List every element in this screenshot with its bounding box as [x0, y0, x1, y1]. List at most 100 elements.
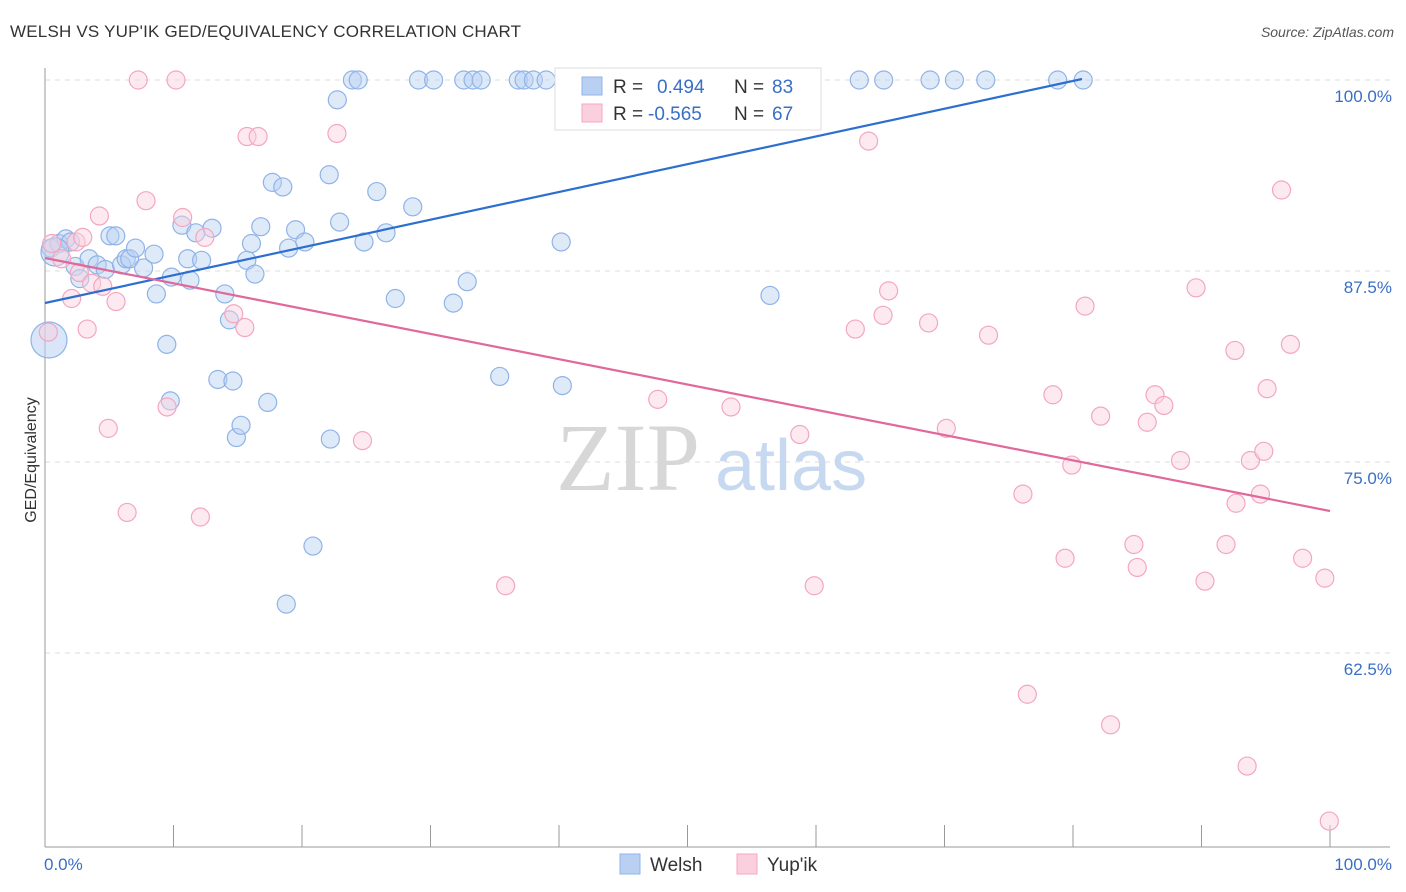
series-welsh	[30, 70, 1093, 614]
data-point	[845, 319, 865, 339]
data-point	[120, 249, 140, 269]
data-point	[536, 70, 556, 90]
data-point	[354, 232, 374, 252]
data-point	[52, 249, 72, 269]
data-point	[319, 165, 339, 185]
stats-legend-r-label-1: R =	[613, 77, 643, 98]
stats-legend-n-value-1: 83	[772, 77, 793, 98]
data-point	[195, 227, 215, 247]
data-point	[508, 70, 528, 90]
data-point	[1280, 334, 1301, 354]
data-point	[258, 392, 278, 413]
stats-legend-swatch-yupik	[581, 103, 603, 123]
data-point	[874, 70, 894, 90]
data-point	[878, 281, 899, 301]
data-point	[231, 415, 251, 435]
data-point	[245, 264, 265, 284]
data-point-large	[30, 321, 68, 359]
data-point	[327, 90, 347, 110]
data-point	[1254, 441, 1274, 461]
data-point	[235, 317, 255, 338]
bottom-legend-label-welsh: Welsh	[650, 855, 702, 876]
data-point	[192, 250, 212, 270]
data-point	[804, 576, 824, 596]
data-point	[385, 288, 405, 309]
data-point	[1319, 811, 1339, 831]
y-axis-label: GED/Equivalency	[23, 397, 40, 522]
data-point	[457, 272, 477, 292]
data-point	[1091, 406, 1111, 426]
data-point	[157, 334, 177, 354]
data-point	[276, 594, 296, 614]
data-point	[69, 262, 90, 283]
bottom-legend-swatch-yupik	[736, 853, 758, 875]
data-point	[352, 431, 373, 451]
data-point	[1137, 412, 1157, 432]
data-point	[463, 70, 483, 90]
data-point	[1043, 385, 1063, 405]
data-point	[760, 285, 780, 306]
bottom-legend: Welsh Yup'ik	[619, 853, 818, 876]
data-point	[100, 226, 120, 246]
data-point	[342, 70, 362, 90]
data-point	[1240, 450, 1261, 471]
data-point	[551, 232, 571, 252]
data-point	[1154, 395, 1174, 416]
stats-legend-r-value-2: -0.565	[648, 104, 702, 125]
data-point	[146, 284, 166, 304]
data-point	[403, 197, 423, 217]
data-point	[144, 244, 164, 264]
data-point	[106, 291, 126, 312]
data-point	[873, 305, 893, 325]
tick-labels: 62.5% 75.0% 87.5% 100.0% 0.0% 100.0%	[44, 87, 1392, 874]
data-point	[918, 313, 939, 333]
watermark-zip: ZIP	[556, 404, 700, 511]
data-point	[1186, 278, 1206, 298]
data-point	[1124, 534, 1144, 555]
data-point	[320, 429, 340, 449]
y-tick-label: 87.5%	[1344, 278, 1392, 297]
x-tick-label: 100.0%	[1334, 855, 1392, 874]
data-point	[1216, 534, 1236, 555]
data-point	[73, 227, 93, 247]
data-point	[1237, 756, 1257, 776]
data-point	[173, 207, 193, 228]
data-point	[976, 70, 996, 90]
data-point	[303, 536, 323, 556]
data-point	[89, 206, 109, 226]
stats-legend-n-value-2: 67	[772, 104, 793, 125]
data-point	[978, 325, 999, 345]
data-point	[849, 70, 869, 90]
data-point	[327, 123, 347, 144]
bottom-legend-swatch-welsh	[619, 853, 641, 875]
stats-legend-swatch-welsh	[581, 76, 603, 96]
data-point	[859, 131, 879, 151]
data-point	[251, 217, 271, 237]
data-point	[936, 418, 956, 438]
data-point	[223, 371, 243, 391]
watermark-atlas: atlas	[715, 426, 867, 506]
data-point	[70, 269, 90, 289]
stats-legend-n-label-1: N =	[734, 77, 764, 98]
data-point	[790, 424, 810, 445]
axes	[44, 68, 1390, 848]
data-point	[1170, 450, 1191, 471]
data-point	[262, 172, 282, 192]
stats-legend: R = 0.494 N = 83 R = -0.565 N = 67	[554, 67, 822, 131]
data-point	[208, 369, 228, 390]
data-point	[241, 233, 262, 254]
data-point	[1100, 715, 1121, 735]
y-tick-label: 75.0%	[1344, 469, 1392, 488]
data-point	[330, 212, 350, 232]
bottom-legend-label-yupik: Yup'ik	[767, 855, 818, 876]
data-point	[1315, 568, 1335, 588]
data-point	[367, 181, 387, 202]
data-point	[721, 397, 741, 417]
y-tick-label: 100.0%	[1334, 87, 1392, 106]
data-point	[1195, 571, 1215, 591]
grid-lines	[45, 79, 1390, 654]
data-point	[178, 249, 198, 269]
data-point	[190, 507, 210, 527]
data-point	[1017, 684, 1037, 704]
